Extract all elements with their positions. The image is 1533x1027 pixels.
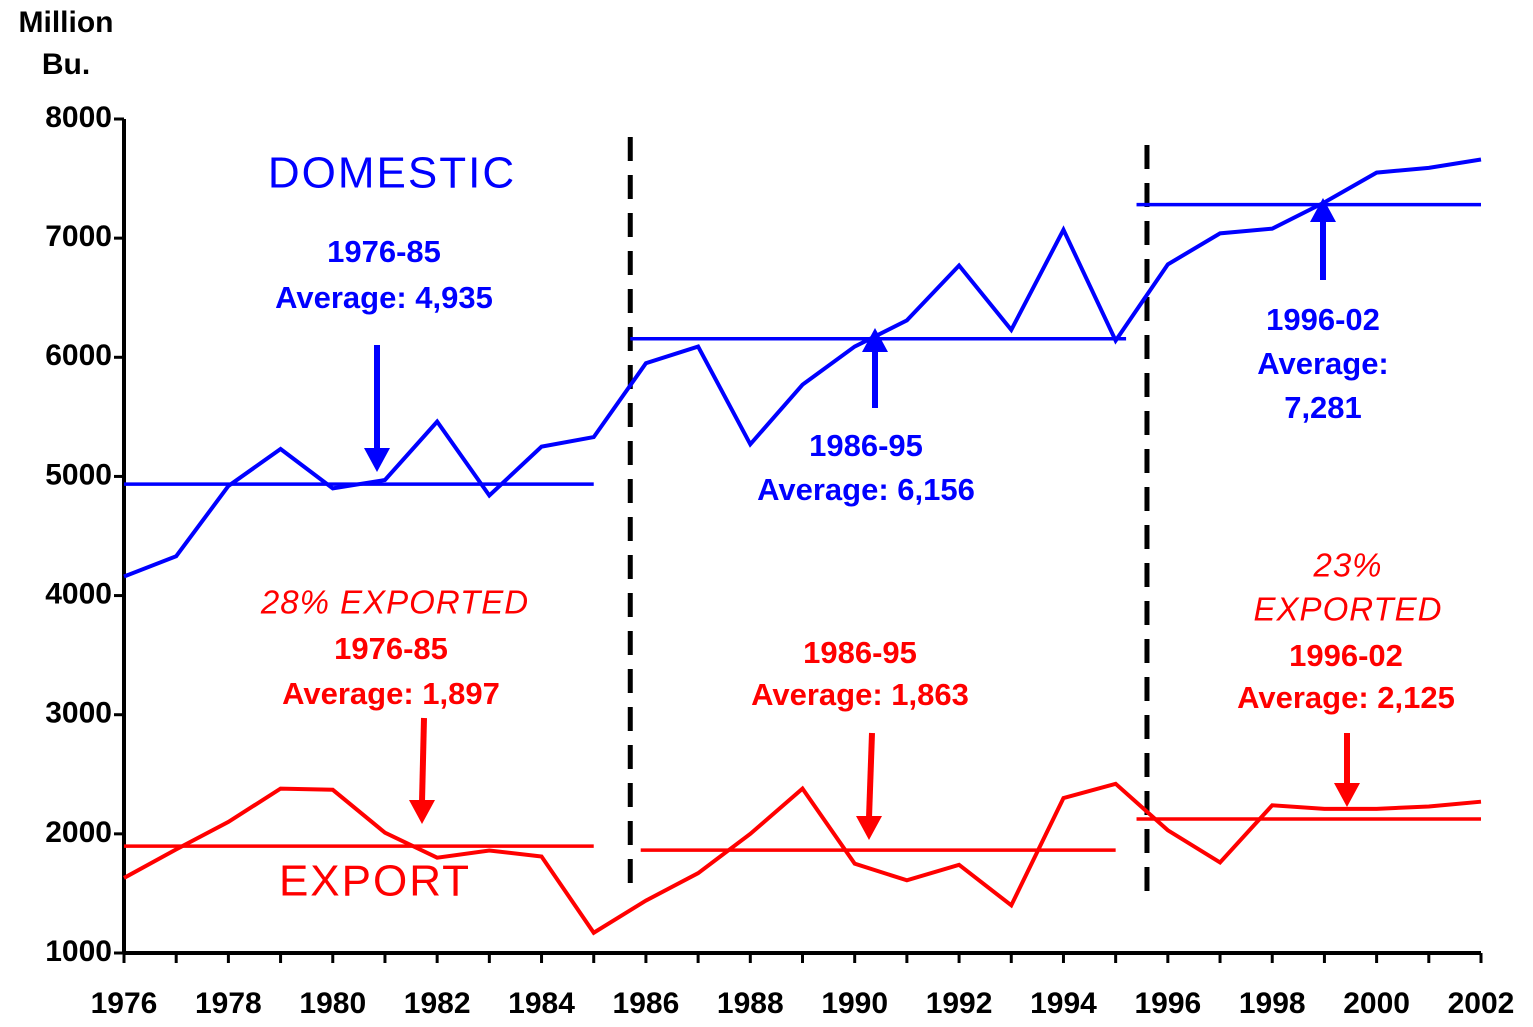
arrow-head (1334, 783, 1360, 807)
y-tick-label: 3000 (45, 697, 112, 730)
y-tick-label: 5000 (45, 458, 112, 491)
annotation: 1996-02 (1289, 638, 1403, 673)
x-tick-label: 1996 (1134, 987, 1201, 1020)
annotation: Average: 4,935 (275, 280, 493, 315)
x-tick-label: 1994 (1030, 987, 1097, 1020)
y-tick-label: 4000 (45, 577, 112, 610)
annotation: 1996-02 (1266, 302, 1380, 337)
arrow-head (364, 448, 390, 472)
arrow-head (409, 800, 435, 824)
y-tick-label: 6000 (45, 339, 112, 372)
y-tick-label: 7000 (45, 220, 112, 253)
x-tick-label: 1984 (508, 987, 575, 1020)
x-tick-label: 1992 (926, 987, 993, 1020)
annotation: Average: (1257, 346, 1389, 381)
x-tick-label: 2000 (1343, 987, 1410, 1020)
x-tick-label: 1998 (1239, 987, 1306, 1020)
annotation: 1986-95 (809, 428, 923, 463)
annotation: Average: 2,125 (1237, 680, 1455, 715)
x-tick-label: 1978 (195, 987, 262, 1020)
arrow (866, 732, 875, 819)
x-tick-label: 1990 (821, 987, 888, 1020)
arrow-head (1310, 198, 1336, 222)
annotation: Average: 1,897 (282, 676, 500, 711)
y-axis-label: Bu. (42, 48, 90, 81)
series-line (123, 781, 1482, 936)
arrow (419, 717, 427, 803)
x-tick-label: 1976 (91, 987, 158, 1020)
x-tick-label: 1988 (717, 987, 784, 1020)
annotation: 23% (1312, 547, 1382, 584)
x-tick-label: 1986 (613, 987, 680, 1020)
x-tick-label: 2002 (1448, 987, 1515, 1020)
x-tick-label: 1980 (299, 987, 366, 1020)
annotation: 7,281 (1284, 390, 1362, 425)
annotation: EXPORTED (1254, 591, 1443, 628)
y-tick-label: 8000 (45, 101, 112, 134)
annotation: 1976-85 (334, 631, 448, 666)
series-label: DOMESTIC (268, 149, 516, 198)
y-tick-label: 1000 (45, 935, 112, 968)
x-tick-label: 1982 (404, 987, 471, 1020)
annotation: 1986-95 (803, 635, 917, 670)
arrows (364, 198, 1360, 840)
arrow-head (856, 816, 882, 840)
annotation: 28% EXPORTED (260, 584, 529, 621)
y-tick-label: 2000 (45, 816, 112, 849)
annotation: 1976-85 (327, 234, 441, 269)
series-label: EXPORT (279, 857, 471, 906)
annotation: Average: 6,156 (757, 472, 975, 507)
annotation: Average: 1,863 (751, 677, 969, 712)
y-axis-label: Million (19, 6, 114, 39)
series-line (123, 157, 1482, 579)
